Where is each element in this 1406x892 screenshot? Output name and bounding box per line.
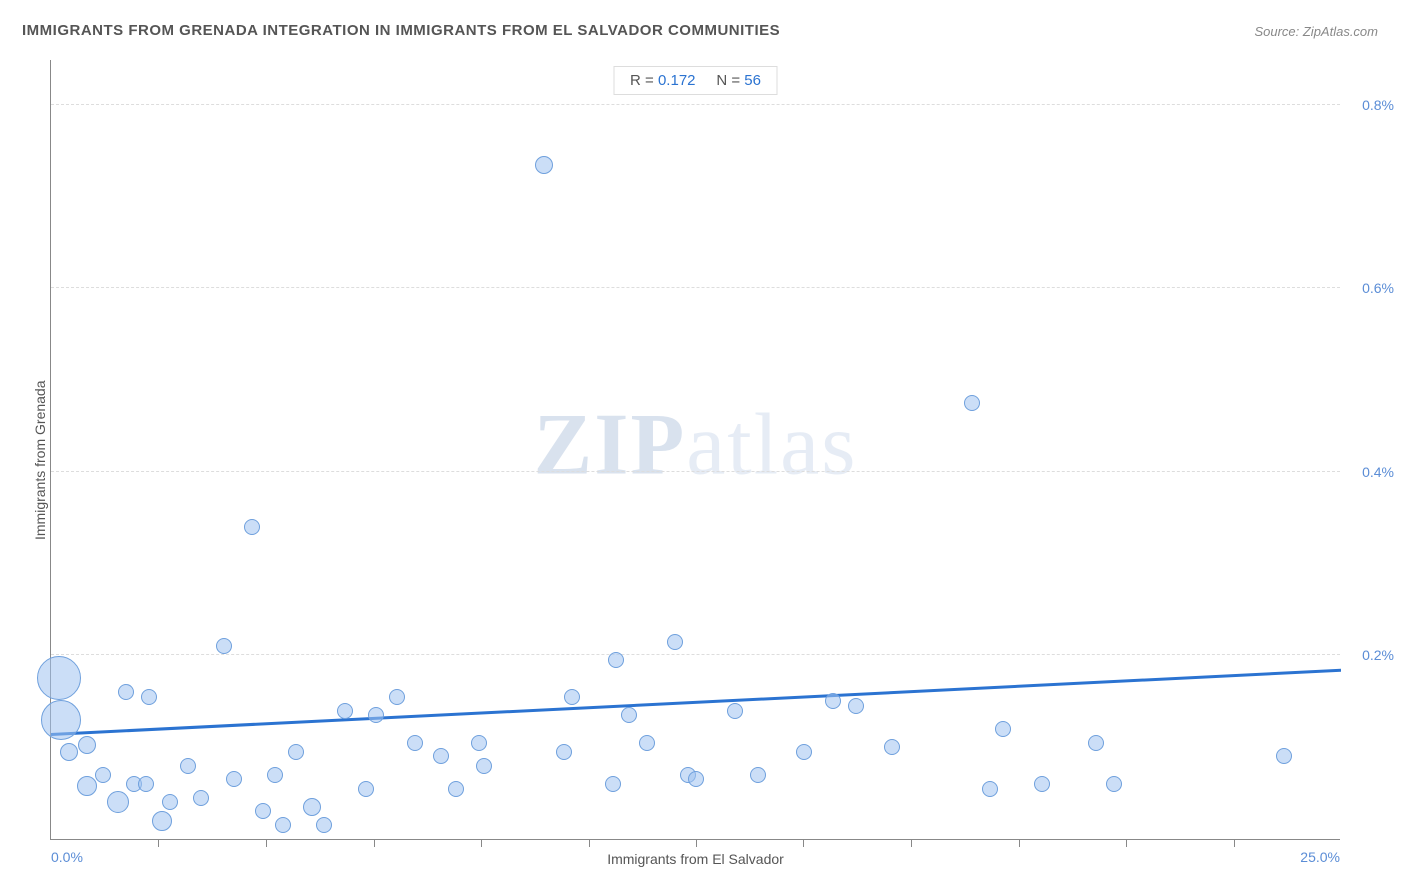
x-tick [696, 839, 697, 847]
data-point [982, 781, 998, 797]
data-point [535, 156, 553, 174]
data-point [255, 803, 271, 819]
scatter-plot-area: ZIPatlas R = 0.172 N = 56 Immigrants fro… [50, 60, 1340, 840]
data-point [141, 689, 157, 705]
r-label: R = [630, 72, 658, 89]
data-point [433, 748, 449, 764]
data-point [964, 395, 980, 411]
gridline [51, 471, 1340, 472]
data-point [556, 744, 572, 760]
data-point [193, 790, 209, 806]
chart-title: IMMIGRANTS FROM GRENADA INTEGRATION IN I… [22, 22, 780, 39]
data-point [389, 689, 405, 705]
x-tick [911, 839, 912, 847]
data-point [448, 781, 464, 797]
data-point [37, 656, 81, 700]
data-point [78, 736, 96, 754]
data-point [884, 739, 900, 755]
data-point [605, 776, 621, 792]
data-point [796, 744, 812, 760]
stats-box: R = 0.172 N = 56 [613, 66, 778, 95]
n-value: 56 [744, 72, 761, 89]
data-point [358, 781, 374, 797]
data-point [138, 776, 154, 792]
data-point [303, 798, 321, 816]
data-point [471, 735, 487, 751]
y-tick-label: 0.6% [1362, 280, 1394, 296]
data-point [688, 771, 704, 787]
r-value: 0.172 [658, 72, 696, 89]
source-prefix: Source: [1254, 24, 1302, 39]
data-point [118, 684, 134, 700]
y-tick-label: 0.2% [1362, 647, 1394, 663]
data-point [848, 698, 864, 714]
data-point [60, 743, 78, 761]
gridline [51, 287, 1340, 288]
data-point [180, 758, 196, 774]
data-point [667, 634, 683, 650]
y-tick-label: 0.4% [1362, 464, 1394, 480]
data-point [288, 744, 304, 760]
data-point [162, 794, 178, 810]
x-tick [481, 839, 482, 847]
data-point [1106, 776, 1122, 792]
x-tick [266, 839, 267, 847]
watermark-bold: ZIP [534, 396, 687, 493]
x-axis-max-label: 25.0% [1300, 849, 1340, 865]
data-point [275, 817, 291, 833]
data-point [750, 767, 766, 783]
data-point [267, 767, 283, 783]
data-point [244, 519, 260, 535]
data-point [95, 767, 111, 783]
watermark: ZIPatlas [534, 394, 858, 495]
data-point [107, 791, 129, 813]
data-point [476, 758, 492, 774]
data-point [727, 703, 743, 719]
data-point [995, 721, 1011, 737]
x-tick [589, 839, 590, 847]
data-point [316, 817, 332, 833]
data-point [226, 771, 242, 787]
data-point [337, 703, 353, 719]
data-point [77, 776, 97, 796]
data-point [368, 707, 384, 723]
n-label: N = [716, 72, 744, 89]
source-name: ZipAtlas.com [1303, 24, 1378, 39]
y-tick-label: 0.8% [1362, 97, 1394, 113]
data-point [608, 652, 624, 668]
gridline [51, 654, 1340, 655]
data-point [621, 707, 637, 723]
data-point [1276, 748, 1292, 764]
x-axis-label: Immigrants from El Salvador [607, 851, 784, 867]
data-point [1034, 776, 1050, 792]
data-point [41, 700, 81, 740]
x-tick [374, 839, 375, 847]
regression-line [51, 60, 1341, 840]
x-tick [1126, 839, 1127, 847]
data-point [216, 638, 232, 654]
gridline [51, 104, 1340, 105]
x-tick [158, 839, 159, 847]
data-point [1088, 735, 1104, 751]
x-tick [803, 839, 804, 847]
x-tick [1019, 839, 1020, 847]
data-point [564, 689, 580, 705]
x-tick [1234, 839, 1235, 847]
x-axis-min-label: 0.0% [51, 849, 83, 865]
data-point [825, 693, 841, 709]
watermark-rest: atlas [686, 396, 857, 493]
data-point [152, 811, 172, 831]
y-axis-label: Immigrants from Grenada [32, 381, 48, 541]
source-attribution: Source: ZipAtlas.com [1254, 24, 1378, 39]
data-point [639, 735, 655, 751]
data-point [407, 735, 423, 751]
